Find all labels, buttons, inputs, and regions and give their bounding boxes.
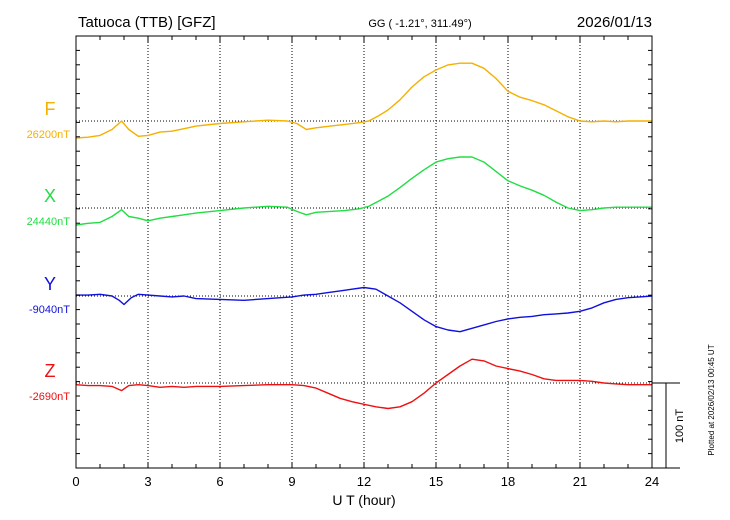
series-y-line — [76, 286, 653, 333]
scale-bar — [652, 382, 680, 469]
coords-label: GG ( -1.21°, 311.49°) — [368, 18, 471, 30]
series-labels: F 26200nT X 24440nT Y -9040nT Z -2690nT — [27, 99, 71, 403]
series-z-baseline: -2690nT — [29, 391, 70, 403]
series-z-line — [75, 358, 652, 410]
series-y-baseline: -9040nT — [29, 304, 70, 316]
x-tick-label: 12 — [357, 474, 371, 489]
x-axis-label: U T (hour) — [332, 492, 395, 508]
series-z-name: Z — [45, 361, 56, 381]
x-tick-label: 18 — [501, 474, 515, 489]
x-tick-label: 24 — [645, 474, 659, 489]
series-f-baseline: 26200nT — [27, 129, 71, 141]
series-x-name: X — [44, 186, 56, 206]
series-f-line — [75, 62, 652, 139]
scale-bar-label: 100 nT — [674, 409, 686, 444]
series-x-baseline: 24440nT — [27, 216, 71, 228]
x-tick-label: 9 — [288, 474, 295, 489]
series-layer — [75, 62, 653, 410]
series-x-line — [75, 156, 652, 226]
x-tick-label: 6 — [216, 474, 223, 489]
series-y-name: Y — [44, 274, 56, 294]
x-tick-label: 3 — [144, 474, 151, 489]
plotted-note: Plotted at 2026/02/13 00:45 UT — [707, 344, 716, 455]
x-tick-label: 21 — [573, 474, 587, 489]
series-f-name: F — [45, 99, 56, 119]
chart-title: Tatuoca (TTB) [GFZ] — [78, 14, 216, 31]
date-label: 2026/01/13 — [577, 14, 652, 31]
x-axis-ticks: 0 3 6 9 12 15 18 21 24 — [72, 35, 659, 489]
x-tick-label: 15 — [429, 474, 443, 489]
x-tick-label: 0 — [72, 474, 79, 489]
grid-layer — [76, 36, 652, 468]
